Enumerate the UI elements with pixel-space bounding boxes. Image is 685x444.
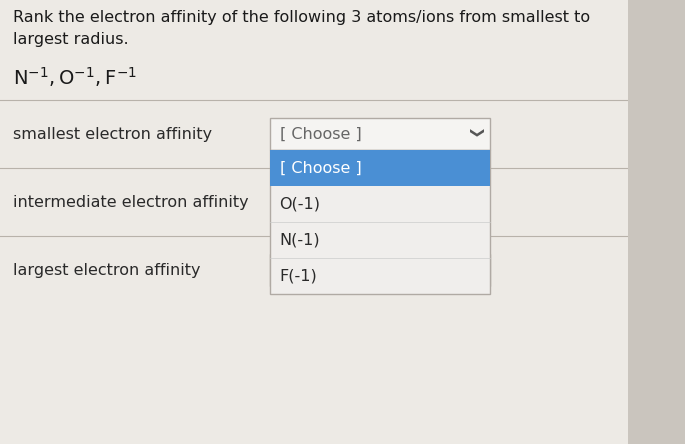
Text: F(-1): F(-1): [279, 269, 317, 284]
Bar: [271, 150, 490, 294]
Text: N(-1): N(-1): [279, 233, 320, 247]
Text: [ Choose ]: [ Choose ]: [279, 262, 361, 278]
Text: Rank the electron affinity of the following 3 atoms/ions from smallest to: Rank the electron affinity of the follow…: [13, 10, 590, 25]
Text: [ Choose ]: [ Choose ]: [279, 127, 361, 142]
Text: O(-1): O(-1): [279, 197, 321, 211]
Bar: [271, 118, 490, 150]
Text: largest radius.: largest radius.: [13, 32, 129, 47]
Text: [ Choose ]: [ Choose ]: [279, 160, 361, 175]
Bar: [271, 150, 490, 186]
Text: largest electron affinity: largest electron affinity: [13, 262, 200, 278]
Bar: [271, 254, 490, 286]
Text: ❯: ❯: [467, 128, 481, 140]
Text: ❯: ❯: [467, 264, 481, 276]
Text: $\mathregular{N^{-1}, O^{-1}, F^{-1}}$: $\mathregular{N^{-1}, O^{-1}, F^{-1}}$: [13, 65, 137, 89]
Text: intermediate electron affinity: intermediate electron affinity: [13, 194, 249, 210]
Text: smallest electron affinity: smallest electron affinity: [13, 127, 212, 142]
